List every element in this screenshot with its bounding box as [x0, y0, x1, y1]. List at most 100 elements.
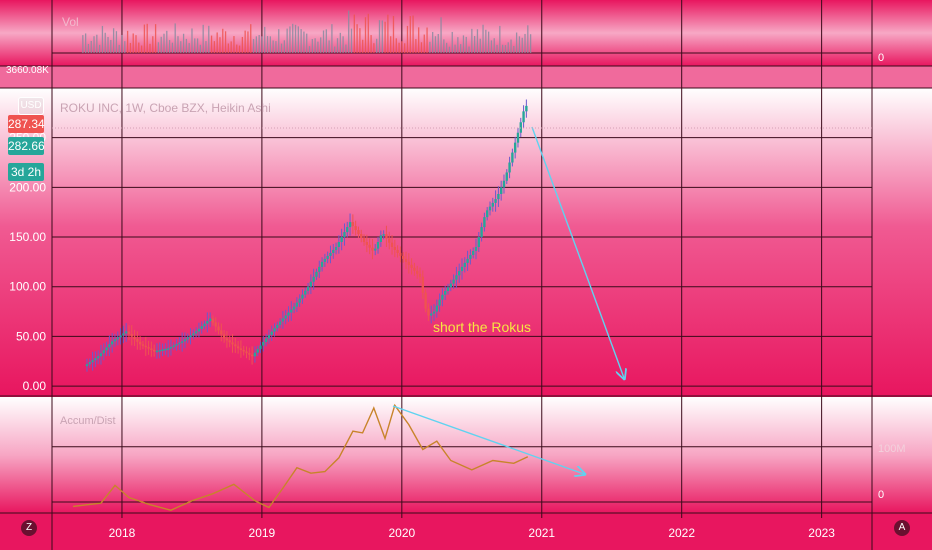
volume-bar [121, 34, 123, 53]
candle-body [183, 339, 187, 342]
price-down-arrow[interactable] [531, 126, 624, 378]
candle-body [508, 162, 511, 173]
candle-body [276, 324, 279, 329]
last-price-badge: 282.66 [8, 137, 45, 155]
volume-bar [278, 29, 280, 53]
volume-bar [487, 31, 490, 53]
high-price-badge: 287.34 [8, 115, 45, 133]
candle-body [438, 299, 441, 306]
auto-scale-button[interactable]: A [894, 520, 910, 536]
candle-body [138, 341, 142, 345]
candle-body [435, 305, 439, 312]
volume-bar [504, 45, 507, 53]
indicator-down-arrow[interactable] [392, 405, 584, 474]
volume-bar [275, 41, 277, 53]
volume-bar [496, 44, 498, 53]
volume-bar [266, 36, 269, 53]
volume-bar [401, 41, 403, 53]
zoom-button[interactable]: Z [21, 520, 37, 536]
candle-body [323, 258, 327, 262]
candle-body [110, 341, 114, 345]
candle-body [264, 338, 268, 342]
volume-bar [415, 39, 417, 53]
candle-body [108, 344, 111, 348]
volume-bar [196, 38, 199, 53]
volume-bar [476, 29, 479, 53]
volume-bar [521, 37, 523, 53]
volume-bar [286, 28, 288, 53]
candle-body [416, 270, 419, 274]
candle-body [262, 341, 265, 346]
annotation-text[interactable]: short the Rokus [433, 319, 531, 335]
y-tick-label: 50.00 [16, 329, 46, 343]
candle-body [360, 234, 363, 239]
candle-body [346, 227, 349, 233]
x-tick-label: 2023 [808, 526, 835, 540]
candle-body [225, 338, 229, 341]
candle-body [329, 252, 332, 256]
candle-body [511, 152, 514, 163]
volume-bar [350, 28, 353, 53]
volume-bar [362, 39, 364, 53]
volume-bar [322, 30, 325, 53]
volume-bar [219, 37, 221, 53]
candle-body [295, 302, 299, 307]
volume-bar [359, 28, 361, 53]
volume-bar [146, 23, 148, 53]
candle-body [211, 318, 215, 323]
volume-panel-bg [0, 0, 932, 66]
candle-body [432, 311, 436, 314]
volume-bar [345, 44, 347, 53]
volume-bar [289, 26, 291, 53]
candle-body [332, 249, 335, 253]
volume-bar [446, 42, 448, 53]
volume-bar [468, 46, 470, 53]
x-tick-label: 2019 [249, 526, 276, 540]
volume-bar [373, 43, 375, 53]
volume-bar [339, 32, 341, 53]
volume-bar [356, 24, 358, 53]
candle-body [318, 266, 321, 272]
volume-bar [454, 44, 456, 53]
volume-bar [294, 24, 297, 53]
volume-bar [473, 36, 476, 53]
volume-bar [152, 36, 154, 53]
volume-bar [272, 40, 274, 53]
candle-body [172, 345, 175, 348]
candle-body [267, 334, 271, 339]
volume-zero-label: 0 [878, 52, 884, 64]
candle-body [491, 202, 494, 207]
candle-body [253, 352, 257, 357]
volume-bar [82, 35, 84, 53]
price-grid [52, 137, 872, 387]
candle-body [469, 254, 472, 259]
candle-body [424, 292, 427, 309]
candle-body [455, 275, 458, 280]
volume-bar [292, 23, 294, 53]
volume-bar [331, 24, 333, 53]
candle-body [194, 331, 198, 334]
candle-body [141, 344, 145, 346]
candle-body [519, 122, 522, 133]
indicator-label[interactable]: Accum/Dist [60, 415, 116, 427]
accum-dist-line [72, 403, 529, 511]
candle-body [399, 252, 402, 256]
candle-body [354, 226, 357, 231]
candle-body [463, 262, 466, 267]
volume-bar [499, 25, 501, 53]
currency-button[interactable]: USD [18, 97, 44, 115]
volume-bar [216, 32, 218, 53]
volume-bar [493, 38, 495, 53]
candle-body [505, 172, 508, 181]
candle-body [273, 328, 276, 332]
volume-bar [93, 36, 95, 53]
candle-body [287, 312, 290, 316]
candle-body [368, 244, 371, 248]
candle-body [304, 290, 307, 295]
candle-body [306, 286, 310, 291]
candle-body [150, 348, 153, 351]
x-tick-label: 2020 [388, 526, 415, 540]
symbol-title[interactable]: ROKU INC, 1W, Cboe BZX, Heikin Ashi [60, 101, 271, 115]
candle-body [376, 242, 380, 249]
